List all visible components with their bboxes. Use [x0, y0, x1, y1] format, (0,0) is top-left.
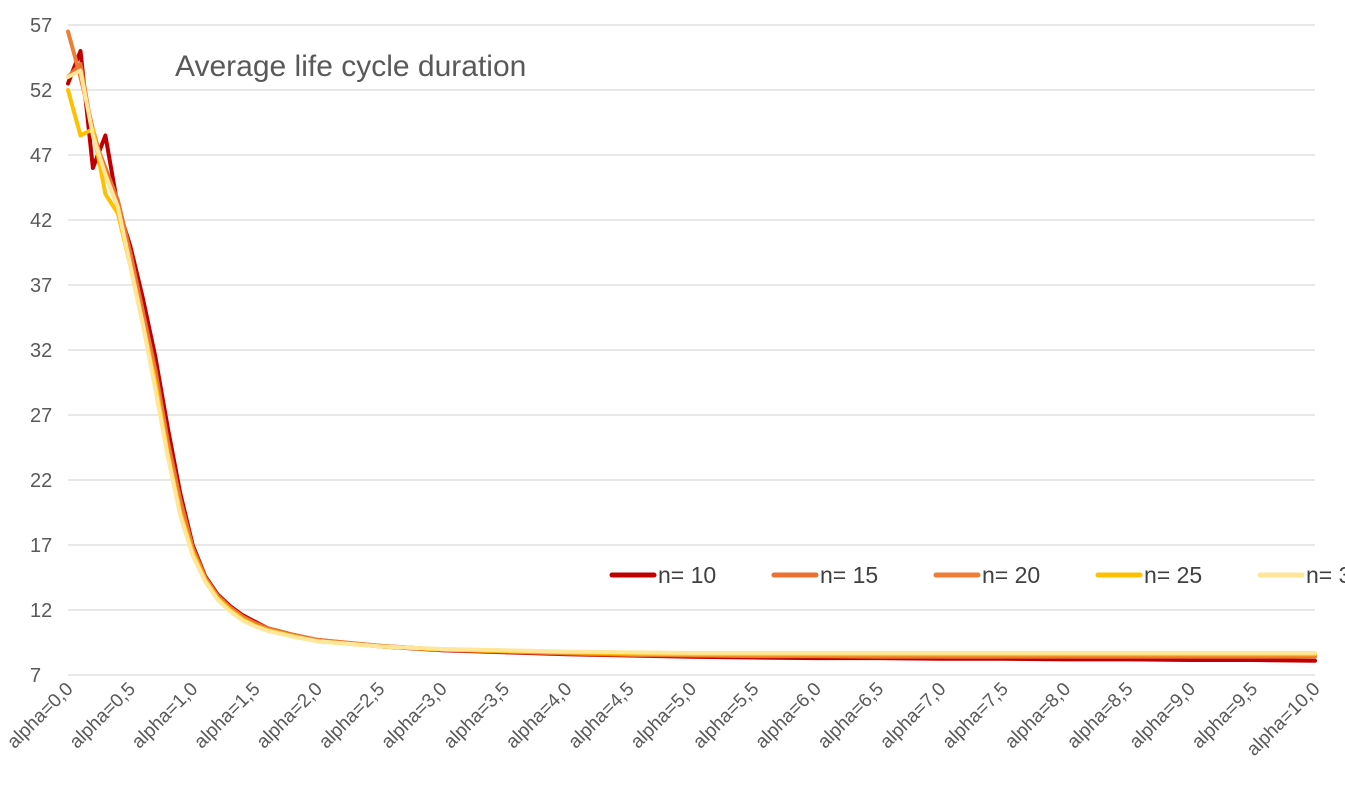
x-tick-label: alpha=7,0	[876, 679, 950, 753]
x-tick-label: alpha=0,0	[3, 679, 77, 753]
legend-label: n= 15	[820, 562, 878, 588]
x-tick-label: alpha=4,5	[564, 679, 638, 753]
y-tick-label: 27	[30, 405, 52, 427]
x-tick-label: alpha=8,5	[1063, 679, 1137, 753]
x-tick-label: alpha=3,5	[440, 679, 514, 753]
series-line-n30	[66, 68, 1317, 655]
y-tick-label: 47	[30, 145, 52, 167]
x-tick-label: alpha=5,0	[627, 679, 701, 753]
y-tick-label: 52	[30, 80, 52, 102]
x-tick-label: alpha=9,0	[1126, 679, 1200, 753]
x-tick-label: alpha=6,0	[751, 679, 825, 753]
y-tick-label: 32	[30, 340, 52, 362]
chart-title: Average life cycle duration	[175, 50, 526, 83]
y-tick-label: 42	[30, 210, 52, 232]
y-axis-tick-labels: 7 12 17 22 27 32 37 42 47 52 57	[30, 15, 52, 687]
legend-label: n= 25	[1144, 562, 1202, 588]
y-tick-label: 17	[30, 535, 52, 557]
y-tick-label: 12	[30, 600, 52, 622]
y-tick-label: 57	[30, 15, 52, 37]
x-tick-label: alpha=1,5	[190, 679, 264, 753]
legend: n= 10 n= 15 n= 20 n= 25 n= 30	[609, 562, 1345, 588]
x-tick-label: alpha=2,0	[253, 679, 327, 753]
x-tick-label: alpha=3,0	[377, 679, 451, 753]
x-tick-label: alpha=1,0	[128, 679, 202, 753]
y-tick-label: 22	[30, 470, 52, 492]
x-tick-label: alpha=0,5	[66, 679, 140, 753]
x-tick-label: alpha=2,5	[315, 679, 389, 753]
legend-label: n= 30	[1306, 562, 1345, 588]
x-tick-label: alpha=5,5	[689, 679, 763, 753]
legend-label: n= 10	[658, 562, 716, 588]
x-axis-tick-labels: alpha=0,0alpha=0,5alpha=1,0alpha=1,5alph…	[3, 679, 1324, 761]
x-tick-label: alpha=7,5	[939, 679, 1013, 753]
x-tick-label: alpha=8,0	[1001, 679, 1075, 753]
x-tick-label: alpha=4,0	[502, 679, 576, 753]
legend-label: n= 20	[982, 562, 1040, 588]
y-tick-label: 37	[30, 275, 52, 297]
gridlines	[68, 24, 1315, 676]
series-lines	[66, 29, 1317, 663]
y-tick-label: 7	[30, 665, 41, 687]
x-tick-label: alpha=6,5	[814, 679, 888, 753]
